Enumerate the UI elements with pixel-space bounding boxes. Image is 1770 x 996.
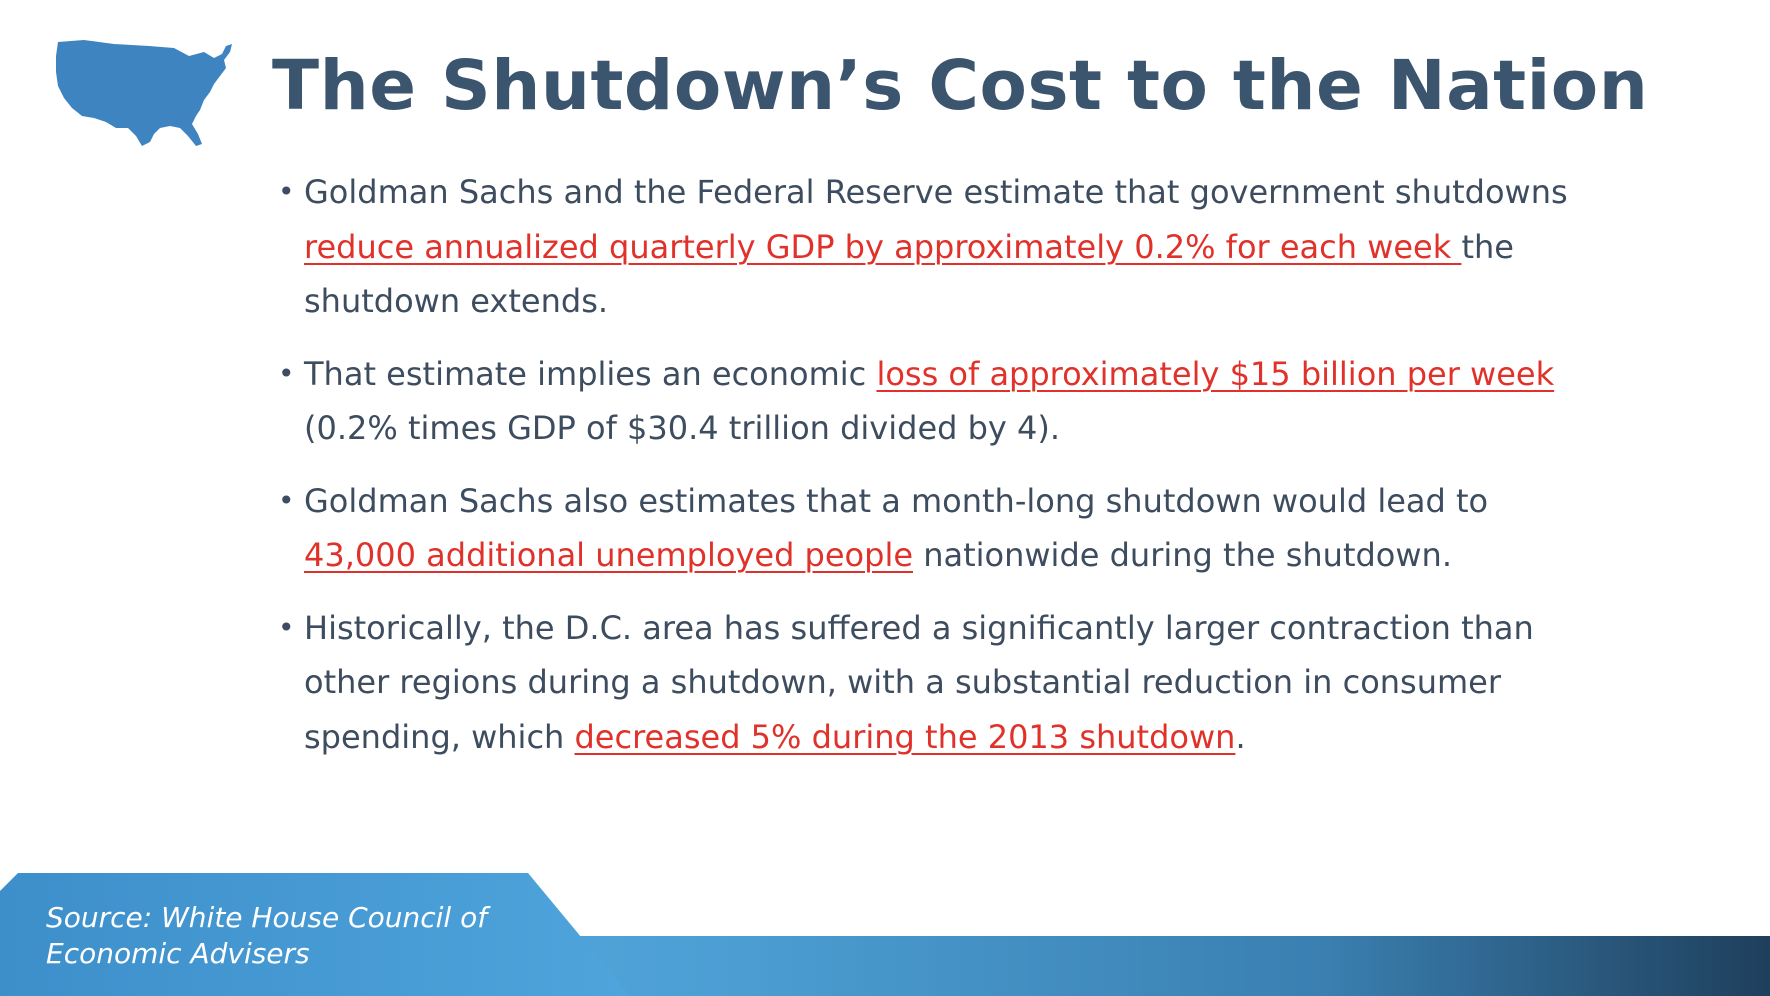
bullet-text: (0.2% times GDP of $30.4 trillion divide… (304, 409, 1061, 447)
source-caption: Source: White House Council of Economic … (46, 901, 488, 970)
bullet-text: nationwide during the shutdown. (913, 536, 1452, 574)
highlighted-statistic: reduce annualized quarterly GDP by appro… (304, 227, 1462, 266)
bullet-item: • Goldman Sachs and the Federal Reserve e… (278, 165, 1608, 329)
source-tab (0, 873, 630, 996)
bullet-marker: • (278, 356, 295, 390)
bullet-item: • That estimate implies an economic loss … (278, 347, 1608, 456)
bullet-list: • Goldman Sachs and the Federal Reserve e… (278, 165, 1608, 782)
usa-map-shape (56, 40, 232, 146)
highlighted-statistic: decreased 5% during the 2013 shutdown (574, 717, 1236, 756)
highlighted-statistic: 43,000 additional unemployed people (304, 536, 914, 574)
bullet-item: • Historically, the D.C. area has suffere… (278, 601, 1608, 765)
bullet-text: the shutdown extends. (304, 227, 1514, 321)
slide-title: The Shutdown’s Cost to the Nation (272, 46, 1649, 126)
bullet-text: Goldman Sachs also estimates that a mont… (304, 481, 1489, 520)
usa-map-icon (56, 40, 232, 146)
highlighted-statistic: loss of approximately $15 billion per we… (876, 354, 1555, 393)
bullet-text: . (1235, 717, 1246, 756)
bullet-text: That estimate implies an economic (304, 354, 877, 393)
bullet-marker: • (278, 610, 295, 644)
bullet-marker: • (278, 483, 295, 517)
bullet-marker: • (278, 175, 295, 208)
bullet-text: Goldman Sachs and the Federal Reserve es… (304, 173, 1568, 211)
bullet-text: Historically, the D.C. area has suffered… (304, 608, 1534, 756)
bullet-item: • Goldman Sachs also estimates that a mon… (278, 474, 1608, 583)
